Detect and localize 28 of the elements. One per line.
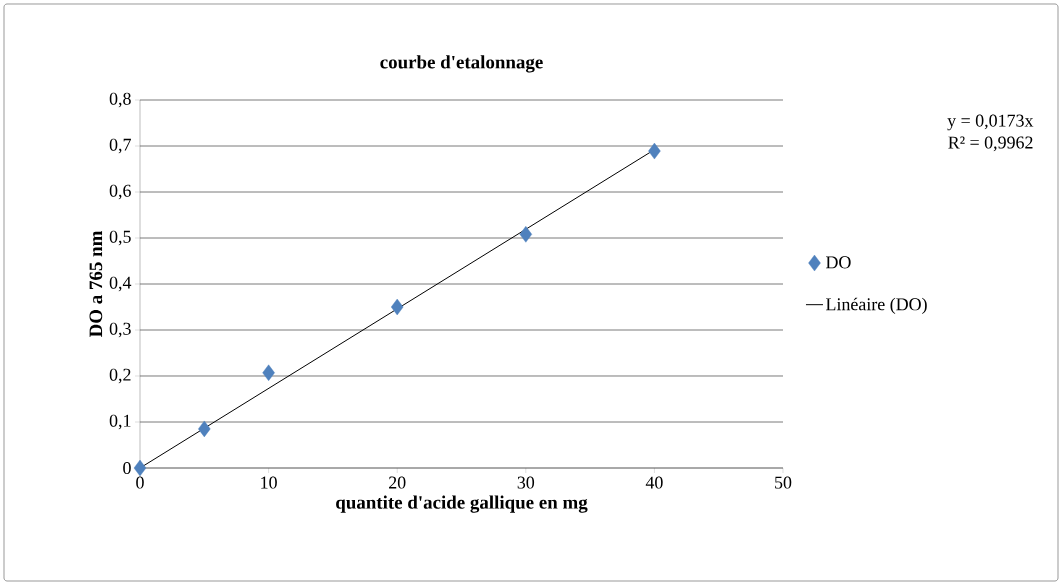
x-tick-label: 0 xyxy=(136,476,144,489)
legend-label: Linéaire (DO) xyxy=(826,297,927,314)
x-tick-label: 10 xyxy=(261,476,277,489)
legend-label: DO xyxy=(826,256,851,269)
point xyxy=(198,420,211,438)
y-tick-label: 0,8 xyxy=(109,92,131,108)
y-tick-label: 0 xyxy=(123,461,131,475)
point xyxy=(648,142,661,160)
x-axis-title: quantite d'acide gallique en mg xyxy=(336,495,588,513)
x-tick-label: 30 xyxy=(517,476,535,489)
y-tick-label: 0,7 xyxy=(109,138,131,154)
y-tick-label: 0,2 xyxy=(109,368,131,384)
y-tick-label: 0,4 xyxy=(109,276,132,292)
y-axis-title: DO a 765 nm xyxy=(89,230,103,338)
chart-title: courbe d'etalonnage xyxy=(380,55,543,73)
y-tick-label: 0,5 xyxy=(109,230,131,246)
x-tick-label: 50 xyxy=(775,476,792,489)
point xyxy=(391,298,404,316)
x-tick-label: 40 xyxy=(645,476,663,489)
y-tick-label: 0,1 xyxy=(109,414,131,430)
x-tick-label: 20 xyxy=(389,476,406,489)
point xyxy=(519,226,532,243)
point xyxy=(133,459,147,477)
text: R² = 0,9962 xyxy=(948,136,1033,152)
point xyxy=(262,364,275,381)
text: y = 0,0173x xyxy=(947,114,1034,131)
y-tick-label: 0,6 xyxy=(109,184,131,200)
y-tick-label: 0,3 xyxy=(109,322,131,338)
